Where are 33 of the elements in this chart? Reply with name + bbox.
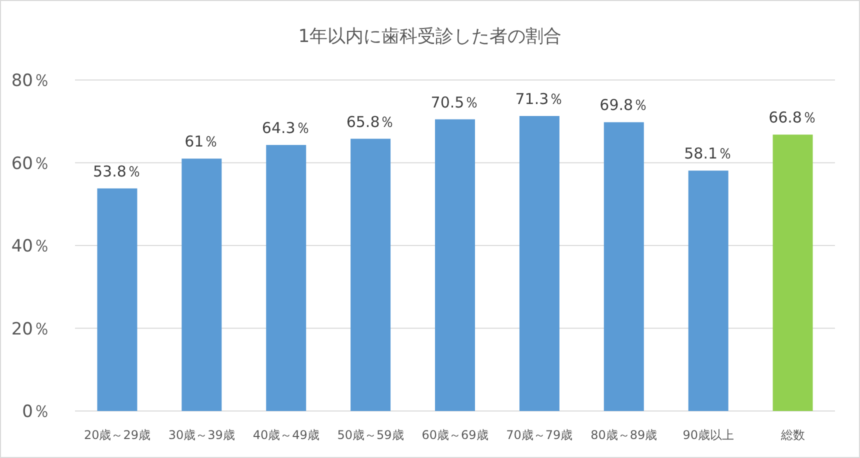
y-tick-label: 80％	[11, 71, 50, 91]
data-label: 61％	[184, 132, 219, 151]
x-tick-label: 20歳～29歳	[84, 428, 150, 442]
x-tick-label: 90歳以上	[682, 428, 734, 442]
bar	[97, 188, 138, 411]
bar	[350, 138, 391, 411]
x-tick-label: 50歳～59歳	[337, 428, 404, 442]
chart-title: 1年以内に歯科受診した者の割合	[298, 26, 562, 47]
data-label: 70.5％	[430, 93, 480, 112]
data-label: 65.8％	[346, 112, 395, 131]
bar	[688, 170, 728, 411]
data-label: 58.1％	[684, 144, 733, 163]
x-tick-label: 総数	[780, 428, 805, 442]
x-tick-label: 60歳～69歳	[422, 428, 488, 442]
bar	[266, 144, 306, 411]
data-label: 66.8％	[768, 108, 817, 127]
bar	[772, 134, 813, 411]
data-label: 69.8％	[600, 96, 648, 114]
data-label: 53.8％	[93, 162, 142, 180]
y-tick-label: 0％	[22, 402, 50, 422]
y-tick-label: 40％	[11, 236, 50, 256]
bar	[604, 122, 644, 411]
x-tick-label: 40歳～49歳	[252, 428, 320, 442]
y-tick-label: 20％	[11, 319, 50, 340]
bar	[182, 158, 222, 411]
x-tick-label: 30歳～39歳	[168, 428, 235, 442]
x-tick-label: 80歳～89歳	[590, 428, 658, 442]
data-label: 64.3％	[262, 118, 310, 137]
y-tick-label: 60％	[11, 154, 50, 174]
x-tick-label: 70歳～79歳	[506, 428, 573, 442]
data-label: 71.3％	[515, 90, 564, 108]
bar	[435, 119, 475, 411]
bar	[519, 116, 560, 411]
